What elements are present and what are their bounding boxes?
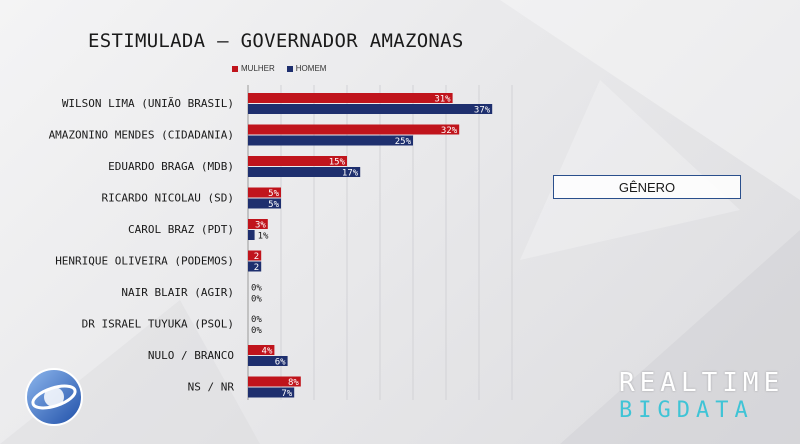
brand-realtime: REALTIME — [619, 368, 785, 398]
bar-mulher — [248, 376, 301, 387]
data-label-homem: 7% — [281, 389, 292, 399]
data-label-mulher: 15% — [329, 158, 346, 168]
legend-swatch-mulher — [232, 65, 238, 72]
category-label: DR ISRAEL TUYUKA (PSOL) — [82, 318, 234, 331]
data-label-mulher: 5% — [268, 189, 279, 199]
data-label-mulher: 32% — [441, 126, 458, 136]
chart-title: ESTIMULADA – GOVERNADOR AMAZONAS — [88, 30, 464, 52]
category-label: WILSON LIMA (UNIÃO BRASIL) — [62, 97, 234, 110]
category-label: NAIR BLAIR (AGIR) — [121, 286, 234, 299]
data-label-mulher: 31% — [434, 95, 451, 105]
bar-mulher — [248, 93, 453, 103]
gender-filter-label: GÊNERO — [618, 179, 676, 195]
category-label: HENRIQUE OLIVEIRA (PODEMOS) — [55, 255, 234, 268]
bar-homem — [248, 230, 255, 240]
bar-homem — [248, 135, 413, 146]
gender-filter-button[interactable]: GÊNERO — [553, 175, 741, 199]
data-label-homem: 6% — [275, 358, 286, 368]
data-label-homem: 0% — [251, 326, 262, 336]
category-label: NS / NR — [188, 381, 235, 394]
legend-item-homem: HOMEM — [286, 64, 327, 73]
bar-mulher — [248, 250, 262, 261]
data-label-mulher: 0% — [251, 315, 262, 325]
data-label-homem: 37% — [474, 106, 491, 116]
data-label-homem: 25% — [395, 137, 412, 147]
bar-mulher — [248, 345, 275, 355]
category-label: CAROL BRAZ (PDT) — [128, 223, 234, 236]
data-label-homem: 17% — [342, 169, 359, 179]
data-label-mulher: 8% — [288, 378, 299, 388]
chart-legend: MULHER HOMEM — [232, 64, 326, 73]
legend-label-homem: HOMEM — [295, 64, 327, 73]
data-label-mulher: 4% — [262, 347, 273, 357]
data-label-mulher: 0% — [251, 284, 262, 294]
bar-mulher — [248, 156, 347, 166]
bar-homem — [248, 167, 361, 177]
category-label: RICARDO NICOLAU (SD) — [102, 192, 234, 205]
bar-homem — [248, 104, 493, 114]
legend-swatch-homem — [286, 65, 293, 72]
legend-item-mulher: MULHER — [232, 64, 275, 73]
category-label: EDUARDO BRAGA (MDB) — [108, 160, 234, 173]
bar-homem — [248, 261, 262, 272]
brand-bigdata: BIGDATA — [619, 398, 754, 423]
data-label-homem: 1% — [258, 232, 269, 242]
bar-mulher — [248, 124, 460, 135]
data-label-homem: 0% — [251, 295, 262, 305]
category-label: AMAZONINO MENDES (CIDADANIA) — [49, 129, 234, 142]
legend-label-mulher: MULHER — [241, 64, 275, 73]
bar-mulher — [248, 219, 268, 229]
bar-homem — [248, 198, 281, 209]
category-label: NULO / BRANCO — [148, 349, 234, 362]
data-label-homem: 2 — [254, 263, 259, 273]
bar-homem — [248, 387, 295, 398]
bar-homem — [248, 356, 288, 366]
record-logo-icon — [25, 368, 83, 426]
data-label-mulher: 3% — [255, 221, 266, 231]
bar-mulher — [248, 187, 281, 198]
data-label-homem: 5% — [268, 200, 279, 210]
data-label-mulher: 2 — [254, 252, 259, 262]
